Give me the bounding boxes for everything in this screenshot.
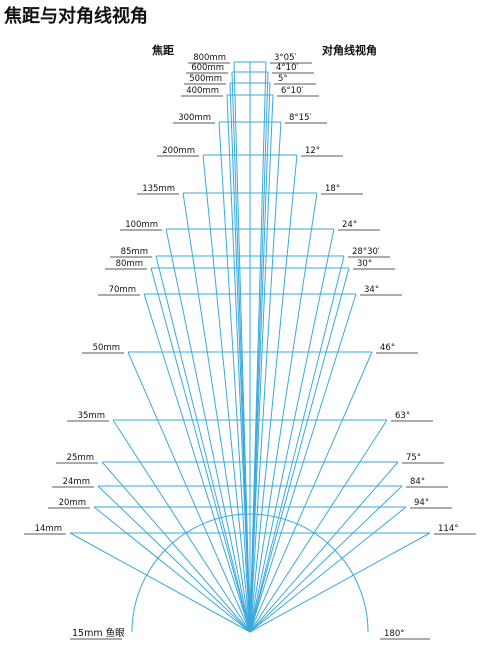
angle-label: 46° <box>380 343 395 353</box>
focal-label: 70mm <box>109 285 136 295</box>
ray <box>150 267 251 633</box>
ray <box>143 293 251 633</box>
focal-label: 135mm <box>142 184 175 194</box>
focal-label: 85mm <box>121 247 148 257</box>
ray <box>226 94 251 633</box>
angle-label: 114° <box>438 524 458 534</box>
fisheye-angle: 180° <box>384 629 404 639</box>
ray <box>182 192 251 633</box>
focal-label: 20mm <box>59 498 86 508</box>
angle-label: 94° <box>414 498 429 508</box>
focal-label: 25mm <box>67 453 94 463</box>
angle-label: 3°05′ <box>274 53 296 63</box>
fisheye-focal: 15mm 鱼眼 <box>72 627 125 639</box>
focal-header: 焦距 <box>151 43 174 57</box>
angle-label: 75° <box>406 453 421 463</box>
focal-label: 14mm <box>35 524 62 534</box>
angle-label: 12° <box>305 146 320 156</box>
focal-label: 100mm <box>125 220 158 230</box>
focal-label: 300mm <box>178 113 211 123</box>
angle-label: 24° <box>342 220 357 230</box>
ray <box>249 506 407 633</box>
angle-label: 8°15′ <box>289 113 311 123</box>
angle-label: 5° <box>278 74 288 84</box>
focal-label: 400mm <box>186 86 219 96</box>
ray <box>229 82 251 633</box>
ray <box>155 255 251 633</box>
ray <box>249 94 274 633</box>
angle-header: 对角线视角 <box>322 43 377 57</box>
ray <box>249 485 403 633</box>
ray <box>249 461 399 633</box>
ray <box>249 351 373 633</box>
focal-label: 200mm <box>162 146 195 156</box>
angle-label: 28°30′ <box>352 247 380 257</box>
angle-label: 6°10′ <box>281 86 303 96</box>
ray <box>97 485 251 633</box>
ray <box>249 228 335 633</box>
ray <box>249 82 271 633</box>
ray <box>218 121 251 633</box>
focal-label: 24mm <box>63 477 90 487</box>
ray <box>69 532 251 633</box>
ray <box>249 293 357 633</box>
ray <box>249 192 318 633</box>
ray <box>127 351 251 633</box>
ray <box>93 506 251 633</box>
angle-label: 84° <box>410 477 425 487</box>
focal-label: 600mm <box>191 63 224 73</box>
ray <box>249 121 282 633</box>
focal-label: 50mm <box>93 343 120 353</box>
angle-label: 34° <box>364 285 379 295</box>
ray <box>249 255 345 633</box>
title: 焦距与对角线视角 <box>3 5 148 27</box>
angle-label: 18° <box>325 184 340 194</box>
ray <box>249 532 431 633</box>
angle-label: 4°10′ <box>276 63 298 73</box>
ray <box>165 228 251 633</box>
focal-label: 35mm <box>78 411 105 421</box>
ray <box>101 461 251 633</box>
ray <box>112 419 251 633</box>
focal-label: 80mm <box>116 259 143 269</box>
angle-label: 63° <box>395 411 410 421</box>
ray <box>249 267 350 633</box>
ray <box>249 419 388 633</box>
ray <box>202 154 251 633</box>
focal-label: 800mm <box>193 53 226 63</box>
ray <box>249 154 298 633</box>
angle-label: 30° <box>357 259 372 269</box>
focal-label: 500mm <box>189 74 222 84</box>
